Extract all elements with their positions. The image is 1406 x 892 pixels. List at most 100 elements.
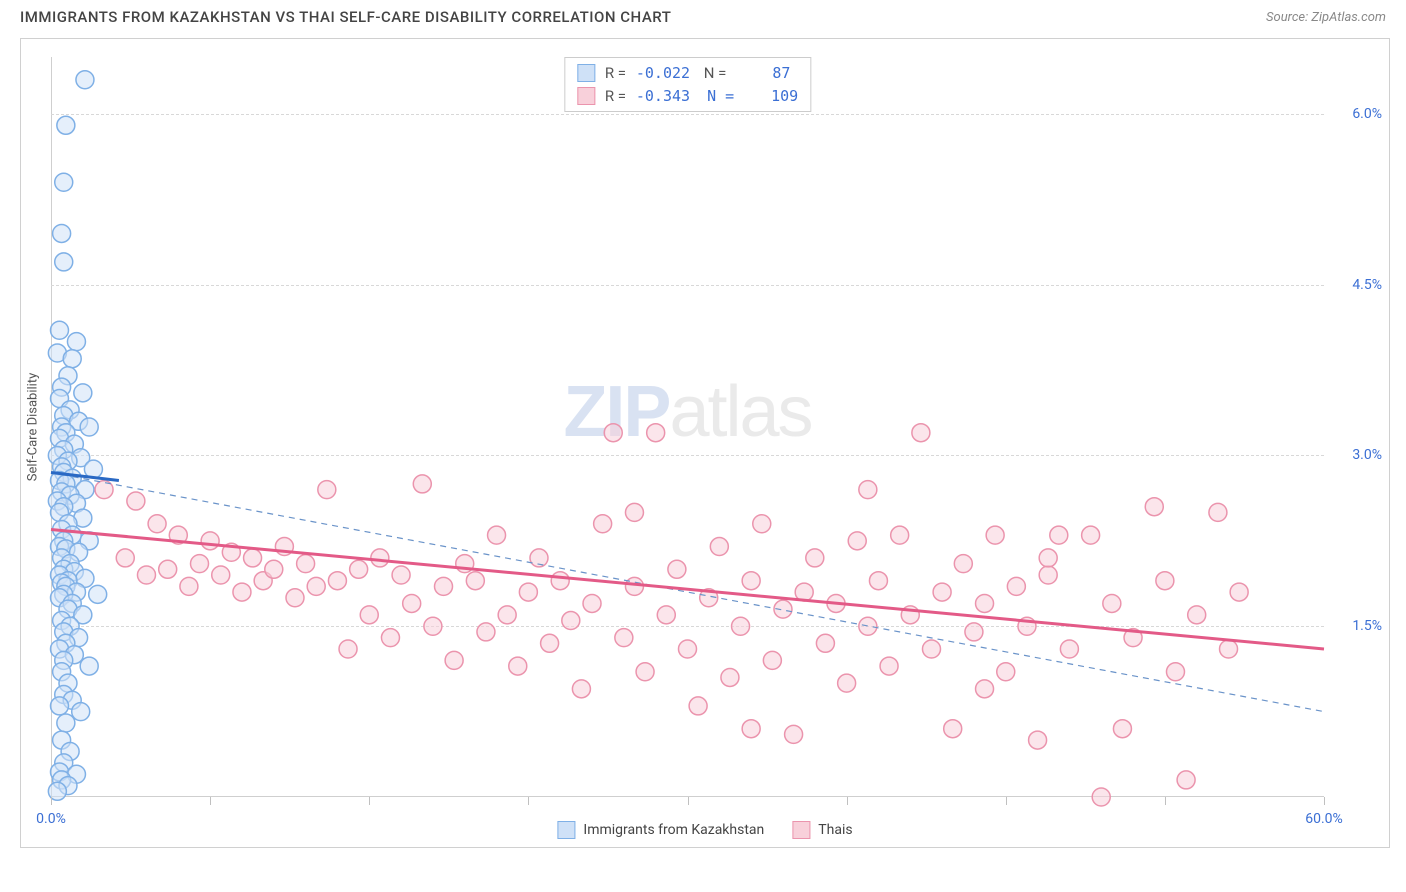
scatter-point-thais [976, 594, 994, 612]
legend-swatch-thais-bottom [792, 821, 810, 839]
scatter-point-thais [859, 617, 877, 635]
legend-swatch-kazakhstan-bottom [557, 821, 575, 839]
scatter-point-kazakhstan [55, 253, 73, 271]
scatter-point-thais [350, 560, 368, 578]
plot-area: Self-Care Disability ZIPatlas R = -0.022… [51, 57, 1324, 797]
scatter-point-thais [636, 663, 654, 681]
scatter-point-thais [1230, 583, 1248, 601]
scatter-point-thais [753, 515, 771, 533]
scatter-point-thais [127, 492, 145, 510]
scatter-point-thais [233, 583, 251, 601]
scatter-point-thais [1145, 498, 1163, 516]
scatter-point-thais [721, 668, 739, 686]
scatter-point-thais [732, 617, 750, 635]
legend-label-kazakhstan: Immigrants from Kazakhstan [583, 822, 764, 838]
scatter-point-thais [668, 560, 686, 578]
r-label-1: R = [605, 62, 626, 85]
scatter-point-thais [679, 640, 697, 658]
scatter-point-kazakhstan [74, 384, 92, 402]
scatter-point-thais [647, 424, 665, 442]
legend-stats-box: R = -0.022 N = 87 R = -0.343 N = 109 [564, 57, 811, 112]
scatter-point-thais [859, 481, 877, 499]
chart-container: Self-Care Disability ZIPatlas R = -0.022… [20, 38, 1390, 848]
x-tick [688, 797, 689, 805]
source-attribution: Source: ZipAtlas.com [1266, 10, 1386, 25]
scatter-point-thais [1166, 663, 1184, 681]
scatter-point-thais [1113, 720, 1131, 738]
scatter-point-thais [541, 634, 559, 652]
legend-swatch-thais [577, 87, 595, 105]
bottom-legend: Immigrants from Kazakhstan Thais [557, 821, 852, 839]
scatter-point-thais [869, 572, 887, 590]
scatter-point-thais [785, 725, 803, 743]
scatter-point-thais [1050, 526, 1068, 544]
scatter-point-kazakhstan [80, 418, 98, 436]
legend-label-thais: Thais [818, 822, 852, 838]
scatter-point-thais [424, 617, 442, 635]
scatter-point-thais [1029, 731, 1047, 749]
scatter-point-thais [413, 475, 431, 493]
scatter-point-thais [551, 572, 569, 590]
scatter-point-thais [763, 651, 781, 669]
scatter-point-thais [689, 697, 707, 715]
x-tick [847, 797, 848, 805]
scatter-point-kazakhstan [67, 333, 85, 351]
scatter-point-kazakhstan [63, 350, 81, 368]
scatter-point-thais [445, 651, 463, 669]
scatter-point-thais [625, 503, 643, 521]
scatter-point-thais [488, 526, 506, 544]
scatter-point-thais [339, 640, 357, 658]
scatter-point-thais [891, 526, 909, 544]
chart-title: IMMIGRANTS FROM KAZAKHSTAN VS THAI SELF-… [20, 8, 671, 26]
scatter-point-thais [742, 572, 760, 590]
scatter-point-thais [297, 555, 315, 573]
scatter-point-thais [244, 549, 262, 567]
scatter-svg [51, 57, 1324, 797]
scatter-point-thais [371, 549, 389, 567]
scatter-point-thais [1092, 788, 1110, 806]
x-tick [210, 797, 211, 805]
scatter-point-thais [1082, 526, 1100, 544]
scatter-point-thais [509, 657, 527, 675]
scatter-point-thais [594, 515, 612, 533]
x-tick [1324, 797, 1325, 805]
scatter-point-thais [1039, 549, 1057, 567]
scatter-point-thais [944, 720, 962, 738]
scatter-point-thais [519, 583, 537, 601]
scatter-point-thais [1188, 606, 1206, 624]
scatter-point-thais [498, 606, 516, 624]
scatter-point-thais [191, 555, 209, 573]
r-value-1: -0.022 [634, 62, 690, 85]
scatter-point-thais [265, 560, 283, 578]
scatter-point-thais [159, 560, 177, 578]
scatter-point-thais [466, 572, 484, 590]
scatter-point-thais [986, 526, 1004, 544]
scatter-point-kazakhstan [53, 224, 71, 242]
scatter-point-thais [625, 577, 643, 595]
n-value-1: 87 [734, 62, 790, 85]
legend-item-thais: Thais [792, 821, 852, 839]
scatter-point-kazakhstan [76, 71, 94, 89]
scatter-point-thais [360, 606, 378, 624]
scatter-point-thais [1156, 572, 1174, 590]
legend-item-kazakhstan: Immigrants from Kazakhstan [557, 821, 764, 839]
scatter-point-thais [933, 583, 951, 601]
scatter-point-kazakhstan [89, 585, 107, 603]
scatter-point-kazakhstan [50, 697, 68, 715]
scatter-point-kazakhstan [57, 714, 75, 732]
scatter-point-thais [286, 589, 304, 607]
y-axis-label: Self-Care Disability [26, 373, 41, 481]
scatter-point-thais [954, 555, 972, 573]
scatter-point-thais [148, 515, 166, 533]
x-tick [528, 797, 529, 805]
scatter-point-thais [880, 657, 898, 675]
scatter-point-thais [562, 612, 580, 630]
scatter-point-thais [816, 634, 834, 652]
scatter-point-thais [137, 566, 155, 584]
scatter-point-thais [806, 549, 824, 567]
scatter-point-thais [742, 720, 760, 738]
y-tick-label: 3.0% [1352, 447, 1382, 463]
n-value-2: 109 [742, 85, 798, 108]
y-tick-label: 6.0% [1352, 106, 1382, 122]
scatter-point-thais [848, 532, 866, 550]
